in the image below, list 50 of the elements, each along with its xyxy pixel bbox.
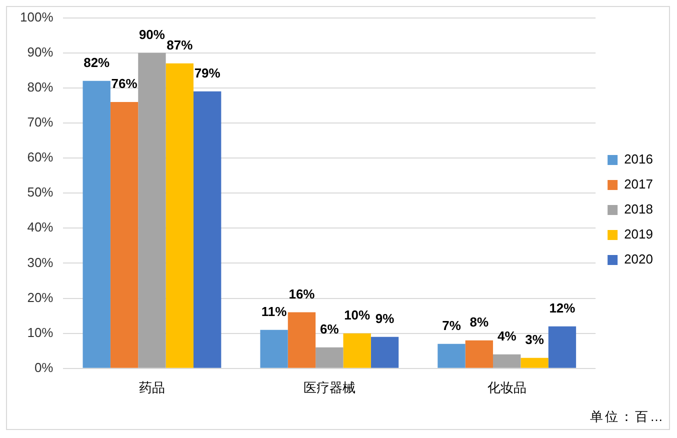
y-tick-label: 10% — [27, 324, 54, 340]
y-tick-label: 60% — [27, 150, 54, 165]
legend-label: 2018 — [624, 202, 653, 217]
data-label: 12% — [549, 300, 576, 316]
bar — [110, 102, 138, 368]
data-label: 90% — [138, 26, 166, 42]
data-label: 6% — [320, 321, 340, 336]
bar — [82, 80, 110, 368]
bar — [316, 347, 344, 368]
data-label: 87% — [166, 37, 194, 52]
bar — [343, 333, 371, 368]
bar — [465, 340, 494, 368]
legend-label: 2017 — [624, 176, 653, 192]
x-tick-label: 医疗器械 — [303, 380, 356, 395]
x-tick-label: 药品 — [138, 380, 165, 395]
data-label: 82% — [84, 54, 110, 70]
y-tick-label: 50% — [27, 184, 54, 200]
y-tick-label: 30% — [27, 254, 54, 270]
bar — [493, 354, 521, 368]
data-label: 3% — [525, 332, 544, 347]
bar — [288, 312, 316, 368]
data-label: 7% — [442, 318, 462, 333]
data-label: 11% — [261, 304, 288, 319]
y-tick-label: 100% — [20, 9, 54, 24]
bar — [138, 52, 166, 368]
legend-label: 2016 — [624, 152, 653, 167]
bar — [548, 326, 576, 368]
data-label: 4% — [497, 328, 517, 344]
bar — [370, 336, 399, 368]
bar — [193, 91, 222, 368]
data-label: 9% — [375, 310, 395, 326]
y-tick-label: 40% — [27, 220, 54, 235]
data-label: 76% — [111, 76, 138, 92]
legend-label: 2020 — [624, 252, 653, 267]
data-label: 79% — [194, 66, 221, 81]
bar — [166, 63, 194, 368]
y-tick-label: 70% — [27, 114, 54, 130]
data-label: 10% — [344, 307, 371, 322]
x-tick-label: 化妆品 — [487, 380, 526, 395]
y-tick-label: 20% — [27, 290, 54, 305]
y-tick-label: 80% — [27, 80, 54, 94]
bar — [260, 330, 288, 368]
legend-label: 2019 — [624, 226, 653, 242]
text: 单位：百… — [590, 408, 665, 426]
y-tick-label: 0% — [34, 360, 54, 375]
bar — [520, 358, 548, 368]
bar — [438, 344, 466, 368]
y-tick-label: 90% — [27, 44, 54, 60]
data-label: 8% — [470, 314, 490, 330]
data-label: 16% — [288, 286, 316, 302]
